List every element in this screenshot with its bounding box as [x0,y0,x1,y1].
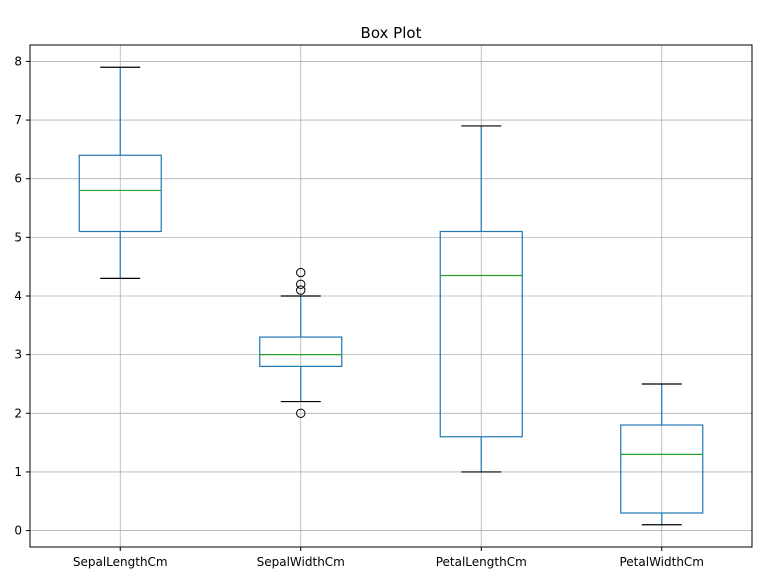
x-tick-label: SepalWidthCm [257,555,345,569]
box-iqr [259,336,343,367]
y-tick-label: 2 [14,406,22,420]
y-tick-label: 3 [14,348,22,362]
x-tick-label: PetalLengthCm [436,555,527,569]
box-iqr [78,154,162,233]
outlier-point [296,285,306,295]
x-tick-label: SepalLengthCm [73,555,168,569]
y-axis: 0 1 2 3 4 5 6 7 8 [14,54,30,538]
x-tick-label: PetalWidthCm [619,555,704,569]
box-iqr [620,424,704,514]
box-series [78,66,704,526]
y-tick-label: 0 [14,524,22,538]
y-tick-label: 1 [14,465,22,479]
y-tick-label: 8 [14,54,22,68]
grid-lines [30,45,752,547]
x-axis: SepalLengthCm SepalWidthCm PetalLengthCm Pe… [73,547,704,569]
y-tick-label: 6 [14,172,22,186]
box-iqr [439,230,523,438]
chart-title: Box Plot [361,24,422,42]
outlier-point [296,408,306,418]
outlier-point [296,279,306,289]
y-tick-label: 5 [14,230,22,244]
y-tick-label: 7 [14,113,22,127]
outlier-point [296,267,306,278]
y-tick-label: 4 [14,289,22,303]
